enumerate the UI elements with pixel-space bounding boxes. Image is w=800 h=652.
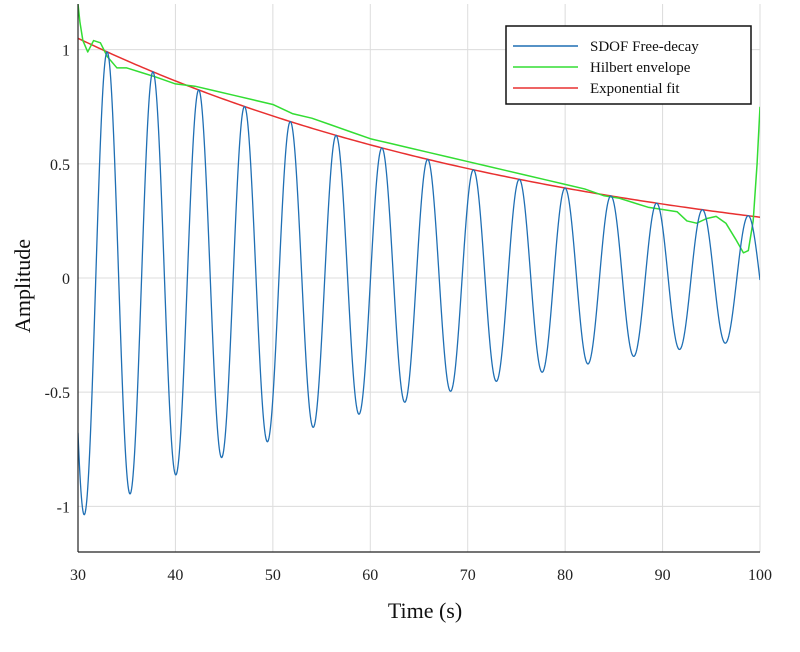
legend: SDOF Free-decay Hilbert envelope Exponenti… (505, 25, 752, 105)
x-tick-label: 40 (167, 567, 183, 584)
y-tick-label: 0.5 (50, 157, 70, 174)
hilbert-envelope-line (78, 4, 760, 254)
axes (77, 4, 760, 553)
sdof-free-decay-line (78, 51, 760, 516)
legend-label: Hilbert envelope (590, 60, 691, 76)
series-layer (78, 4, 760, 516)
y-tick-label: -0.5 (45, 385, 70, 402)
x-tick-label: 90 (655, 567, 671, 584)
x-tick-label: 60 (362, 567, 378, 584)
y-axis-label: Amplitude (10, 239, 35, 333)
y-tick-label: -1 (57, 499, 70, 516)
x-tick-label: 80 (557, 567, 573, 584)
x-tick-label: 30 (70, 567, 86, 584)
legend-box (505, 25, 752, 105)
x-tick-label: 50 (265, 567, 281, 584)
y-tick-label: 1 (62, 43, 70, 60)
x-tick-label: 100 (748, 567, 772, 584)
x-tick-label: 70 (460, 567, 476, 584)
legend-label: SDOF Free-decay (590, 39, 699, 55)
legend-label: Exponential fit (590, 81, 680, 97)
y-tick-label: 0 (62, 271, 70, 288)
y-tick-labels: 1 0.5 0 -0.5 -1 (45, 43, 70, 517)
x-tick-labels: 30 40 50 60 70 80 90 100 (70, 567, 772, 584)
x-axis-label: Time (s) (388, 598, 462, 623)
exponential-fit-line (78, 37, 760, 218)
